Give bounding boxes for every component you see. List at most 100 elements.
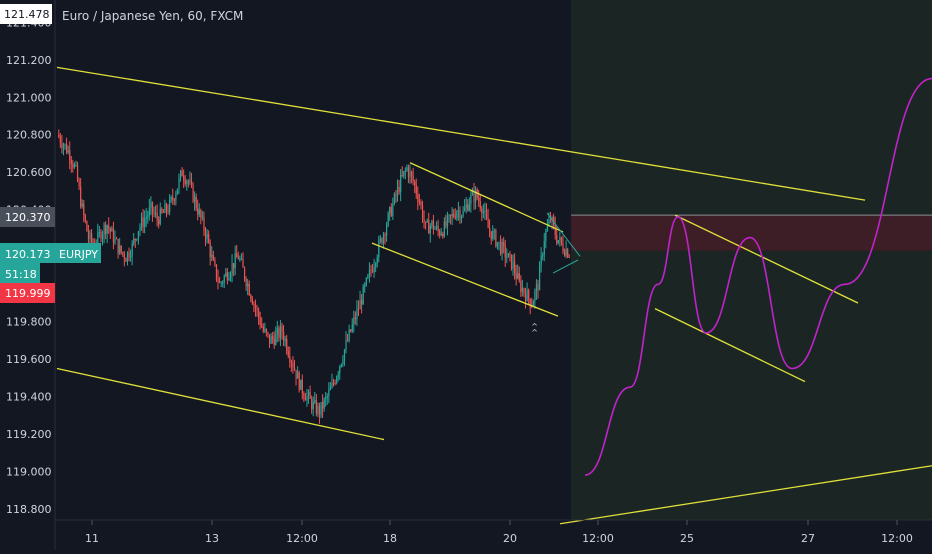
candle-body [348, 329, 350, 341]
candle-body [323, 399, 325, 409]
candle-body [311, 398, 313, 410]
candle-body [518, 273, 520, 281]
candle-body [431, 220, 433, 226]
candle-body [406, 167, 408, 171]
candle-body [176, 188, 179, 195]
candle-body [517, 273, 519, 279]
candle-body [161, 208, 163, 212]
candle-body [169, 199, 171, 212]
candle-body [339, 366, 341, 374]
candle-body [234, 253, 236, 269]
candle-body [400, 175, 402, 193]
candle-body [103, 224, 105, 235]
chevron-up-icon[interactable]: ⌃ [530, 321, 539, 334]
y-tick-label: 121.000 [6, 91, 52, 104]
candle-body [493, 230, 495, 232]
candle-body [158, 219, 160, 225]
candle-body [462, 210, 464, 217]
candle-body [528, 289, 530, 299]
candle-body [512, 261, 514, 270]
trendline [56, 367, 385, 441]
candle-body [353, 317, 355, 325]
candle-body [340, 363, 342, 367]
candle-body [175, 194, 177, 201]
candle-body [239, 258, 241, 260]
candle-body [101, 234, 104, 240]
candle-body [387, 213, 389, 226]
candle-body [233, 263, 235, 269]
candle-body [272, 336, 274, 339]
candle-body [250, 295, 252, 299]
candle-body [293, 367, 296, 371]
trendline [409, 162, 564, 233]
candle-body [382, 234, 385, 244]
candle-body [499, 241, 502, 254]
trendline [559, 465, 932, 525]
candle-body [395, 193, 397, 196]
candle-body [307, 392, 310, 396]
candle-body [393, 193, 396, 204]
candle-body [70, 160, 72, 164]
candle-body [421, 205, 424, 220]
candle-body [98, 231, 101, 233]
candle-body [279, 326, 282, 338]
candle-body [136, 239, 138, 241]
candle-body [265, 329, 268, 333]
candle-body [204, 230, 207, 239]
candle-body [354, 317, 357, 320]
candle-body [412, 175, 414, 182]
candle-body [506, 257, 508, 259]
candle-body [559, 237, 561, 241]
candle-body [532, 301, 534, 307]
candle-body [515, 272, 517, 279]
candle-body [131, 243, 133, 257]
candle-body [551, 217, 553, 221]
candle-body [165, 204, 168, 212]
candle-body [253, 304, 255, 306]
demand-zone [571, 215, 932, 251]
last-price-badge[interactable]: 120.173 [0, 243, 55, 263]
candle-body [223, 276, 225, 283]
candle-body [155, 212, 157, 214]
candle-body [186, 181, 188, 184]
trendline [371, 242, 559, 317]
candle-body [97, 232, 99, 247]
candle-body [142, 217, 144, 227]
bid-price-label: 119.999 [5, 287, 51, 300]
candle-body [475, 189, 477, 202]
x-tick-label: 11 [85, 532, 99, 545]
candle-body [105, 224, 107, 234]
candle-body [134, 238, 136, 240]
candle-body [242, 258, 244, 268]
candle-body [389, 207, 391, 214]
candle-body [178, 177, 180, 189]
candle-body [329, 387, 332, 390]
candle-body [159, 208, 161, 225]
candle-body [425, 221, 427, 223]
candle-body [534, 290, 536, 302]
candle-body [553, 217, 555, 225]
candle-body [59, 137, 61, 144]
candle-body [565, 249, 567, 256]
trendline [56, 66, 866, 201]
candle-body [359, 299, 361, 310]
candle-body [206, 233, 208, 239]
candle-body [331, 382, 333, 388]
candle-body [523, 288, 525, 294]
x-tick-label: 27 [801, 532, 815, 545]
candle-body [434, 228, 436, 230]
symbol-badge[interactable]: EURJPY [55, 243, 101, 263]
top-price-label: 121.478 [4, 8, 50, 21]
resistance-price-badge: 120.370 [0, 207, 55, 227]
candle-body [298, 372, 300, 390]
candle-body [481, 208, 483, 213]
candle-body [170, 197, 172, 200]
candle-body [368, 269, 371, 276]
candle-body [545, 230, 547, 242]
candle-body [226, 272, 229, 281]
candle-body [457, 210, 460, 212]
candle-body [373, 266, 375, 272]
candle-body [443, 221, 445, 237]
candle-body [371, 270, 374, 272]
